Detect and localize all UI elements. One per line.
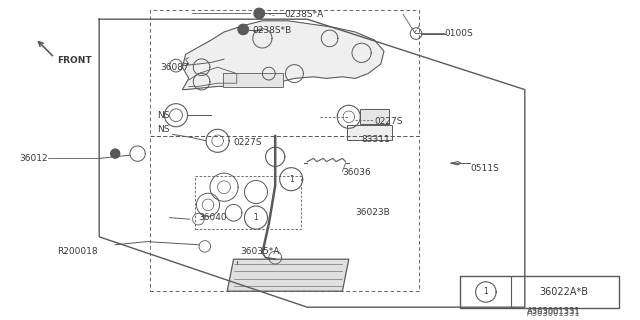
Text: 0100S: 0100S — [445, 29, 474, 38]
Text: A363001331: A363001331 — [527, 308, 580, 316]
Text: 83311: 83311 — [362, 135, 390, 144]
FancyBboxPatch shape — [347, 125, 392, 140]
Text: A363001331: A363001331 — [527, 309, 580, 318]
Polygon shape — [280, 168, 303, 191]
Polygon shape — [254, 8, 264, 19]
Polygon shape — [182, 21, 384, 90]
Text: NS: NS — [157, 125, 170, 134]
Polygon shape — [476, 282, 496, 302]
Polygon shape — [244, 206, 268, 229]
FancyBboxPatch shape — [460, 276, 619, 308]
Text: 0227S: 0227S — [234, 138, 262, 147]
Text: 36036: 36036 — [342, 168, 371, 177]
Text: 0511S: 0511S — [470, 164, 499, 172]
Text: 36035*A: 36035*A — [240, 247, 280, 256]
Text: R200018: R200018 — [58, 247, 98, 256]
Text: 0238S*B: 0238S*B — [253, 26, 292, 35]
Text: 0238S*A: 0238S*A — [285, 10, 324, 19]
Text: 0227S: 0227S — [374, 117, 403, 126]
Text: NS: NS — [157, 111, 170, 120]
Text: 36087: 36087 — [160, 63, 189, 72]
Polygon shape — [111, 149, 120, 158]
Text: 36023B: 36023B — [355, 208, 390, 217]
Text: 1: 1 — [483, 287, 488, 297]
Polygon shape — [238, 24, 248, 35]
Text: FRONT: FRONT — [58, 56, 92, 65]
FancyBboxPatch shape — [223, 73, 283, 87]
Text: 1: 1 — [289, 175, 294, 184]
Text: 36040: 36040 — [198, 213, 227, 222]
Text: 36022A*B: 36022A*B — [540, 287, 589, 297]
FancyBboxPatch shape — [360, 109, 389, 124]
Text: 36012: 36012 — [19, 154, 48, 163]
Polygon shape — [266, 147, 285, 166]
Polygon shape — [227, 259, 349, 291]
Text: 1: 1 — [253, 213, 259, 222]
